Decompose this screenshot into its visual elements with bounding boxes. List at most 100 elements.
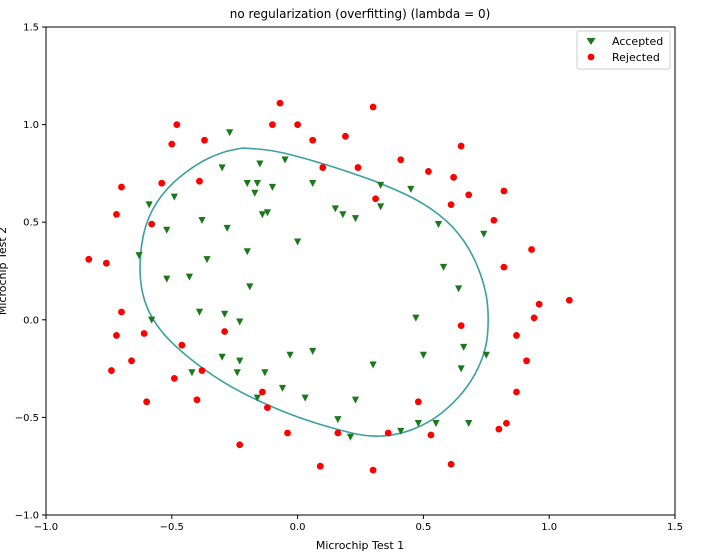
accepted-point	[480, 230, 488, 238]
accepted-point	[455, 285, 463, 293]
accepted-point	[439, 263, 448, 271]
rejected-point	[170, 374, 178, 382]
rejected-point	[490, 216, 498, 224]
accepted-point	[148, 316, 156, 324]
y-axis-label: Microchip Test 2	[0, 227, 9, 315]
y-tick-label: −0.5	[15, 413, 39, 424]
rejected-point	[316, 462, 324, 470]
accepted-point	[203, 256, 211, 264]
accepted-point	[135, 252, 143, 260]
y-axis-ticks: −1.0 −0.5 0.0 0.5 1.0 1.5	[15, 23, 46, 522]
rejected-point	[113, 332, 120, 339]
accepted-point	[263, 209, 272, 217]
accepted-point	[369, 361, 377, 369]
rejected-point	[269, 121, 276, 128]
legend-rejected-marker	[587, 53, 595, 61]
accepted-point	[460, 343, 468, 351]
rejected-point	[294, 121, 301, 128]
legend: Accepted Rejected	[576, 30, 671, 70]
accepted-point	[412, 314, 420, 322]
accepted-point	[281, 156, 289, 164]
accepted-point	[294, 238, 302, 246]
rejected-point	[372, 195, 379, 203]
accepted-point	[268, 183, 277, 191]
accepted-point	[278, 384, 287, 392]
accepted-point	[163, 226, 171, 234]
accepted-point	[218, 164, 226, 172]
chart-title: no regularization (overfitting) (lambda …	[230, 7, 491, 21]
rejected-point	[513, 332, 520, 339]
rejected-point	[309, 136, 317, 144]
accepted-point	[258, 211, 266, 219]
accepted-point	[253, 179, 261, 187]
rejected-point	[450, 173, 457, 181]
accepted-point	[261, 369, 269, 377]
rejected-point	[193, 396, 201, 404]
accepted-point	[419, 351, 427, 359]
rejected-point	[148, 220, 156, 228]
rejected-point	[276, 99, 284, 107]
rejected-point	[258, 388, 266, 396]
rejected-point	[113, 210, 120, 218]
accepted-point	[251, 189, 259, 197]
plot-frame	[45, 26, 676, 516]
accepted-point	[221, 310, 229, 318]
accepted-point	[432, 420, 440, 428]
rejected-point	[528, 246, 535, 253]
accepted-point	[163, 275, 171, 283]
accepted-point	[309, 347, 317, 355]
accepted-point	[351, 215, 360, 223]
accepted-point	[397, 427, 405, 435]
accepted-point	[195, 308, 204, 316]
accepted-point	[465, 420, 473, 428]
accepted-point	[198, 217, 206, 225]
accepted-point	[407, 185, 415, 193]
accepted-point	[185, 273, 194, 281]
accepted-point	[334, 416, 342, 424]
accepted-point	[286, 351, 294, 359]
rejected-point	[198, 367, 206, 374]
rejected-point	[178, 341, 186, 349]
accepted-point	[170, 193, 178, 201]
y-tick-label: 0.5	[23, 218, 39, 229]
rejected-point	[128, 357, 135, 365]
accepted-point	[256, 160, 264, 168]
rejected-point	[369, 466, 377, 474]
y-tick-label: 1.5	[23, 23, 39, 34]
rejected-point	[319, 164, 327, 171]
rejected-point	[369, 103, 377, 111]
accepted-point	[414, 420, 422, 428]
rejected-point	[503, 419, 510, 427]
rejected-point	[457, 142, 465, 150]
x-axis-label: Microchip Test 1	[316, 539, 404, 552]
accepted-point	[457, 365, 465, 373]
accepted-point	[339, 211, 347, 219]
rejected-point	[500, 187, 508, 195]
accepted-point	[236, 357, 244, 365]
accepted-point	[223, 224, 231, 232]
accepted-point	[226, 129, 234, 137]
rejected-point	[447, 460, 455, 468]
rejected-point	[173, 121, 181, 128]
rejected-point	[465, 191, 473, 199]
accepted-point	[145, 201, 153, 209]
accepted-point	[377, 181, 385, 189]
rejected-point	[384, 429, 392, 437]
accepted-point	[351, 396, 360, 404]
rejected-point	[168, 140, 176, 148]
rejected-point	[530, 314, 538, 322]
rejected-point	[414, 398, 422, 406]
rejected-point	[158, 179, 166, 187]
rejected-point	[535, 300, 543, 308]
accepted-point	[482, 351, 490, 359]
accepted-point	[233, 369, 241, 377]
x-tick-label: −1.0	[34, 522, 58, 533]
rejected-point	[523, 357, 530, 365]
legend-rejected-label: Rejected	[612, 51, 660, 64]
rejected-point	[221, 328, 229, 335]
y-tick-label: 0.0	[23, 315, 39, 326]
rejected-point	[85, 255, 93, 263]
rejected-point	[397, 156, 405, 164]
rejected-point	[196, 177, 203, 185]
